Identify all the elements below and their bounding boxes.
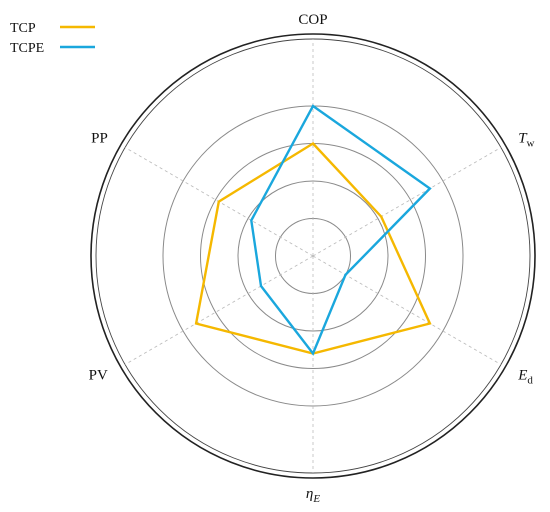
axis-label: COP [298, 12, 327, 28]
axis-label-main: T [518, 131, 528, 147]
series-layer [194, 104, 432, 356]
axis-label: PV [89, 368, 108, 384]
outer-circle [90, 33, 536, 479]
axis-label-main: PP [91, 131, 108, 147]
axis-label-main: COP [298, 12, 327, 28]
axis-label-main: η [306, 486, 313, 502]
axis-label: Tw [518, 131, 534, 150]
axis-label-main: E [517, 368, 527, 384]
grid-spoke [312, 255, 502, 365]
legend: TCP TCPE [10, 21, 95, 56]
axis-label-subscript: d [527, 375, 533, 387]
grid-spoke [124, 255, 314, 365]
axis-label: PP [91, 131, 108, 147]
axis-label: ηE [306, 486, 320, 505]
grid-spoke [312, 147, 502, 257]
legend-label: TCP [10, 21, 36, 36]
axis-label: Ed [517, 368, 533, 387]
axis-label-subscript: w [527, 138, 535, 150]
axis-label-subscript: E [312, 493, 320, 505]
series-tcpe-polygon [250, 104, 432, 356]
grid-spokes [124, 39, 502, 473]
legend-label: TCPE [10, 41, 44, 56]
axis-label-main: PV [89, 368, 108, 384]
